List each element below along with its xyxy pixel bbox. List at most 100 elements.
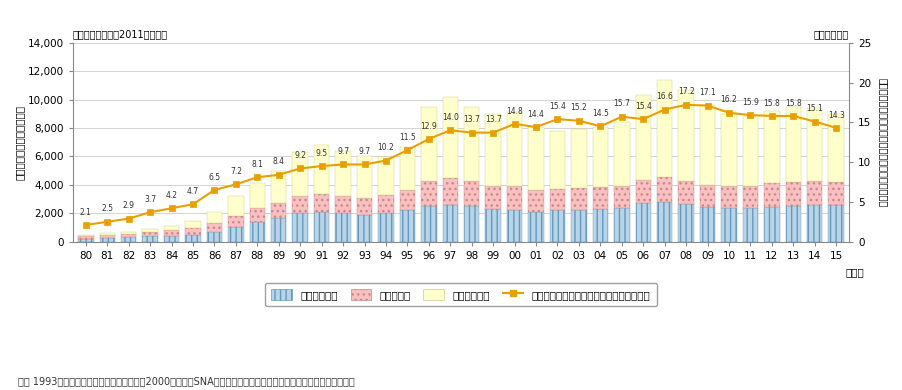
Bar bbox=[292, 213, 308, 242]
Text: （年）: （年） bbox=[845, 268, 863, 278]
Bar bbox=[549, 189, 565, 211]
Legend: 電気通信機器, 電子計算機, ソフトウェア, 民間企業設備投賄に占める情報化投賄比率: 電気通信機器, 電子計算機, ソフトウェア, 民間企業設備投賄に占める情報化投賄… bbox=[265, 283, 656, 306]
Bar bbox=[185, 221, 200, 228]
Bar bbox=[314, 194, 329, 212]
Bar bbox=[163, 227, 179, 230]
Bar bbox=[485, 115, 501, 186]
Text: 4.2: 4.2 bbox=[165, 191, 178, 200]
Bar bbox=[549, 211, 565, 242]
Bar bbox=[400, 190, 415, 211]
Bar bbox=[99, 235, 115, 238]
Bar bbox=[400, 147, 415, 190]
Bar bbox=[121, 232, 136, 234]
Bar bbox=[699, 207, 714, 242]
Y-axis label: 民間企業設備投賄に占める情報化投賄比率（注）: 民間企業設備投賄に占める情報化投賄比率（注） bbox=[877, 78, 887, 207]
Bar bbox=[335, 151, 350, 196]
Bar bbox=[249, 208, 265, 222]
Text: 6.5: 6.5 bbox=[208, 173, 220, 182]
Text: 2.9: 2.9 bbox=[123, 201, 134, 210]
Bar bbox=[677, 181, 693, 204]
Bar bbox=[228, 216, 244, 227]
Text: 14.3: 14.3 bbox=[827, 110, 843, 120]
Bar bbox=[741, 186, 758, 208]
Text: 8.1: 8.1 bbox=[251, 160, 263, 169]
Bar bbox=[806, 205, 822, 242]
Bar bbox=[271, 218, 286, 242]
Text: 11.5: 11.5 bbox=[399, 133, 415, 142]
Bar bbox=[827, 206, 843, 242]
Bar bbox=[121, 237, 136, 242]
Bar bbox=[657, 202, 672, 242]
Bar bbox=[143, 229, 158, 232]
Bar bbox=[442, 179, 457, 205]
Bar bbox=[785, 206, 800, 242]
Bar bbox=[121, 234, 136, 237]
Bar bbox=[528, 127, 543, 190]
Bar bbox=[741, 208, 758, 242]
Bar bbox=[356, 215, 372, 242]
Bar bbox=[78, 239, 94, 242]
Text: 15.1: 15.1 bbox=[805, 104, 823, 113]
Bar bbox=[721, 208, 736, 242]
Bar bbox=[677, 90, 693, 181]
Bar bbox=[143, 232, 158, 236]
Text: 2.1: 2.1 bbox=[79, 207, 92, 216]
Bar bbox=[485, 209, 501, 242]
Bar bbox=[571, 129, 586, 188]
Bar bbox=[335, 196, 350, 213]
Bar bbox=[378, 195, 393, 213]
Text: （単位：十億円、2011年価格）: （単位：十億円、2011年価格） bbox=[73, 29, 168, 39]
Bar bbox=[464, 181, 479, 206]
Bar bbox=[185, 234, 200, 242]
Bar bbox=[420, 206, 436, 242]
Bar bbox=[785, 107, 800, 182]
Bar bbox=[592, 187, 607, 209]
Bar bbox=[356, 156, 372, 199]
Bar bbox=[657, 80, 672, 177]
Text: 2.5: 2.5 bbox=[101, 204, 113, 213]
Bar bbox=[143, 236, 158, 242]
Text: 12.9: 12.9 bbox=[420, 122, 437, 131]
Bar bbox=[356, 199, 372, 214]
Bar bbox=[699, 185, 714, 207]
Text: 15.2: 15.2 bbox=[570, 103, 586, 112]
Bar bbox=[99, 238, 115, 242]
Text: （単位：％）: （単位：％） bbox=[813, 29, 848, 39]
Bar bbox=[420, 181, 436, 206]
Bar bbox=[571, 188, 586, 210]
Bar bbox=[442, 205, 457, 242]
Bar bbox=[314, 145, 329, 194]
Text: 9.7: 9.7 bbox=[358, 147, 370, 156]
Bar bbox=[721, 186, 736, 208]
Text: 13.7: 13.7 bbox=[463, 115, 480, 124]
Text: 14.0: 14.0 bbox=[441, 113, 458, 122]
Bar bbox=[78, 236, 94, 239]
Bar bbox=[635, 95, 650, 180]
Text: 15.9: 15.9 bbox=[741, 98, 758, 107]
Text: 15.7: 15.7 bbox=[612, 99, 630, 108]
Y-axis label: 民間企業情報化設備投賄額: 民間企業情報化設備投賄額 bbox=[15, 105, 25, 180]
Bar bbox=[549, 131, 565, 189]
Bar bbox=[292, 152, 308, 196]
Bar bbox=[635, 203, 650, 242]
Text: 13.7: 13.7 bbox=[484, 115, 501, 124]
Text: 15.4: 15.4 bbox=[548, 102, 566, 111]
Bar bbox=[163, 230, 179, 236]
Bar bbox=[613, 207, 629, 242]
Bar bbox=[420, 106, 436, 181]
Bar bbox=[528, 190, 543, 212]
Bar bbox=[314, 212, 329, 242]
Bar bbox=[99, 233, 115, 235]
Text: 17.1: 17.1 bbox=[698, 88, 715, 97]
Text: 14.8: 14.8 bbox=[506, 106, 522, 115]
Bar bbox=[721, 114, 736, 186]
Bar bbox=[571, 210, 586, 242]
Bar bbox=[827, 182, 843, 206]
Bar bbox=[163, 236, 179, 242]
Text: 14.5: 14.5 bbox=[591, 109, 608, 118]
Bar bbox=[464, 206, 479, 242]
Bar bbox=[763, 111, 778, 183]
Text: 7.2: 7.2 bbox=[230, 167, 242, 176]
Text: 15.8: 15.8 bbox=[763, 99, 779, 108]
Bar bbox=[464, 107, 479, 181]
